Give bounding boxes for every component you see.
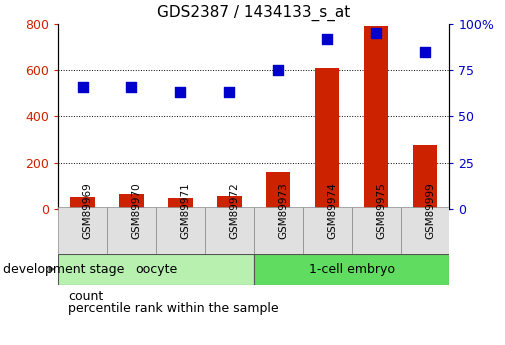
Bar <box>266 172 290 209</box>
Bar <box>168 198 192 209</box>
Bar <box>302 207 351 254</box>
Bar <box>254 254 449 285</box>
Bar <box>315 68 339 209</box>
Bar <box>364 27 388 209</box>
Text: GSM89999: GSM89999 <box>425 183 435 239</box>
Text: GSM89974: GSM89974 <box>327 183 337 239</box>
Bar <box>156 207 205 254</box>
Point <box>176 90 184 95</box>
Bar <box>58 254 254 285</box>
Point <box>372 31 380 36</box>
Bar <box>119 194 144 209</box>
Text: GSM89973: GSM89973 <box>278 183 288 239</box>
Text: GSM89975: GSM89975 <box>376 183 386 239</box>
Text: count: count <box>68 290 104 303</box>
Bar <box>70 197 95 209</box>
Text: GSM89970: GSM89970 <box>131 183 141 239</box>
Bar <box>400 207 449 254</box>
Point <box>225 90 233 95</box>
Text: 1-cell embryo: 1-cell embryo <box>309 263 394 276</box>
Text: oocyte: oocyte <box>135 263 177 276</box>
Point <box>421 49 429 55</box>
Bar <box>351 207 400 254</box>
Point <box>78 84 86 90</box>
Bar <box>254 207 302 254</box>
Text: GSM89971: GSM89971 <box>180 183 190 239</box>
Point <box>127 84 135 90</box>
Bar <box>107 207 156 254</box>
Text: GSM89969: GSM89969 <box>82 183 92 239</box>
Bar <box>205 207 254 254</box>
Bar <box>413 145 437 209</box>
Bar <box>58 207 107 254</box>
Text: GSM89972: GSM89972 <box>229 183 239 239</box>
Point <box>274 68 282 73</box>
Text: development stage: development stage <box>3 263 124 276</box>
Bar <box>217 196 241 209</box>
Point <box>323 36 331 42</box>
Title: GDS2387 / 1434133_s_at: GDS2387 / 1434133_s_at <box>157 5 350 21</box>
Text: percentile rank within the sample: percentile rank within the sample <box>68 302 279 315</box>
